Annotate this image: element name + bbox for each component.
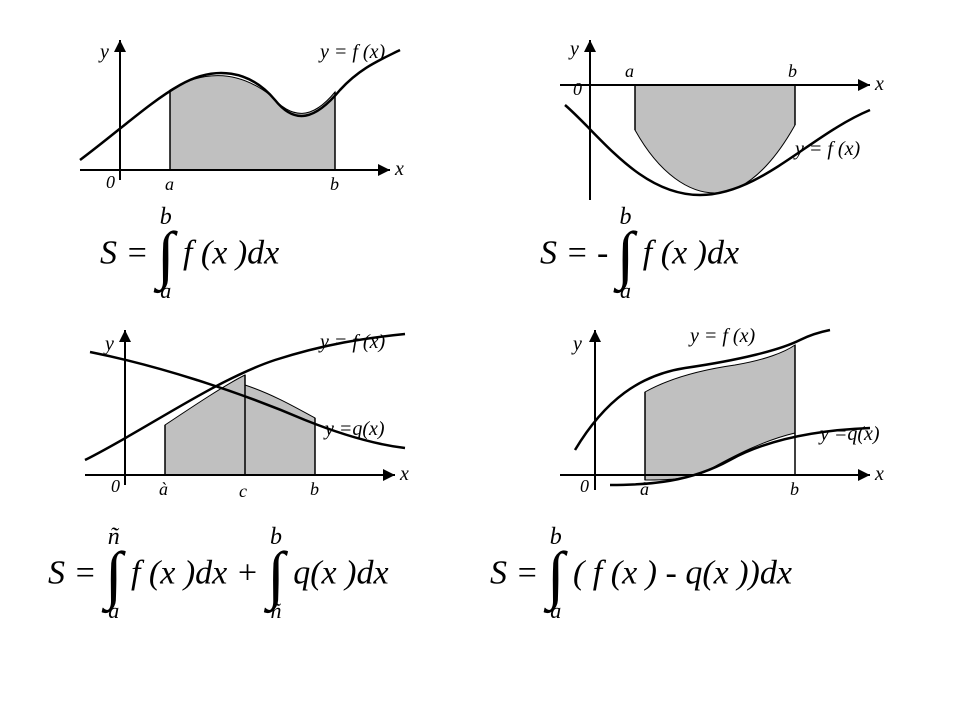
y-axis-arrow: [114, 40, 126, 52]
func-f-label: y = f (x): [688, 325, 755, 347]
f4-rhs1: ( f (x ) -: [573, 555, 677, 592]
a-label: a: [165, 174, 174, 194]
func-label: y = f (x): [318, 41, 385, 63]
f1-rhs: f (x )dx: [183, 235, 279, 272]
x-label: x: [874, 463, 884, 485]
x-axis-arrow: [858, 469, 870, 481]
x-axis-arrow: [383, 469, 395, 481]
panel-split-area: y x 0 à c b y = f (x) y =q(x): [65, 320, 445, 510]
x-axis-arrow: [858, 79, 870, 91]
panel-between-curves: y x 0 à b y = f (x) y =q(x): [540, 320, 920, 510]
integral-symbol: ∫: [105, 549, 123, 600]
x-label: x: [399, 463, 409, 485]
formula-3: S = ñ ∫ a f (x )dx + b ∫ ñ q(x )dx: [48, 525, 389, 622]
c-label: c: [239, 481, 247, 501]
panel-positive-area: y x 0 a b y = f (x): [60, 30, 440, 205]
func-q-label: y =q(x): [818, 423, 880, 445]
integral-icon: b ∫ ñ: [267, 525, 285, 622]
b-label: b: [330, 174, 339, 194]
shaded-region: [635, 85, 795, 193]
func-q-label: y =q(x): [323, 418, 385, 440]
integral-icon: ñ ∫ a: [105, 525, 123, 622]
shaded-region: [165, 375, 315, 475]
zero-label: 0: [580, 476, 589, 496]
formula-1: S = b ∫ a f (x )dx: [100, 205, 279, 302]
y-label: y: [98, 41, 109, 63]
y-label: y: [571, 333, 582, 355]
shaded-region: [170, 76, 335, 170]
integral-symbol: ∫: [617, 229, 635, 280]
f2-rhs: f (x )dx: [643, 235, 739, 272]
graph-3: y x 0 à c b y = f (x) y =q(x): [65, 320, 445, 505]
integral-symbol: ∫: [267, 549, 285, 600]
y-axis-arrow: [584, 40, 596, 52]
f4-rhs2: q(x ))dx: [685, 555, 792, 592]
y-label: y: [568, 38, 579, 60]
formula-4: S = b ∫ a ( f (x ) - q(x ))dx: [490, 525, 792, 622]
integral-symbol: ∫: [547, 549, 565, 600]
a-label: à: [159, 479, 168, 499]
panel-negative-area: y x 0 a b y = f (x): [540, 35, 920, 220]
f2-lhs: S = -: [540, 235, 608, 272]
x-label: x: [874, 73, 884, 95]
integral-symbol: ∫: [157, 229, 175, 280]
graph-1: y x 0 a b y = f (x): [60, 30, 440, 200]
integral-icon: b ∫ a: [617, 205, 635, 302]
f3-rhs: q(x )dx: [293, 555, 388, 592]
f3-lhs: S =: [48, 555, 96, 592]
y-label: y: [103, 333, 114, 355]
graph-2: y x 0 a b y = f (x): [540, 35, 920, 215]
a-label: à: [640, 479, 649, 499]
y-axis-arrow: [589, 330, 601, 342]
b-label: b: [788, 61, 797, 81]
formula-2: S = - b ∫ a f (x )dx: [540, 205, 739, 302]
graph-4: y x 0 à b y = f (x) y =q(x): [540, 320, 920, 505]
func-f-label: y = f (x): [318, 331, 385, 353]
zero-label: 0: [111, 476, 120, 496]
f3-mid: f (x )dx +: [131, 555, 259, 592]
b-label: b: [310, 479, 319, 499]
b-label: b: [790, 479, 799, 499]
zero-label: 0: [573, 79, 582, 99]
x-axis-arrow: [378, 164, 390, 176]
f1-lhs: S =: [100, 235, 148, 272]
zero-label: 0: [106, 172, 115, 192]
y-axis-arrow: [119, 330, 131, 342]
integral-icon: b ∫ a: [547, 525, 565, 622]
f4-lhs: S =: [490, 555, 538, 592]
integral-icon: b ∫ a: [157, 205, 175, 302]
shaded-region: [645, 345, 795, 480]
a-label: a: [625, 61, 634, 81]
func-label: y = f (x): [793, 138, 860, 160]
x-label: x: [394, 158, 404, 180]
